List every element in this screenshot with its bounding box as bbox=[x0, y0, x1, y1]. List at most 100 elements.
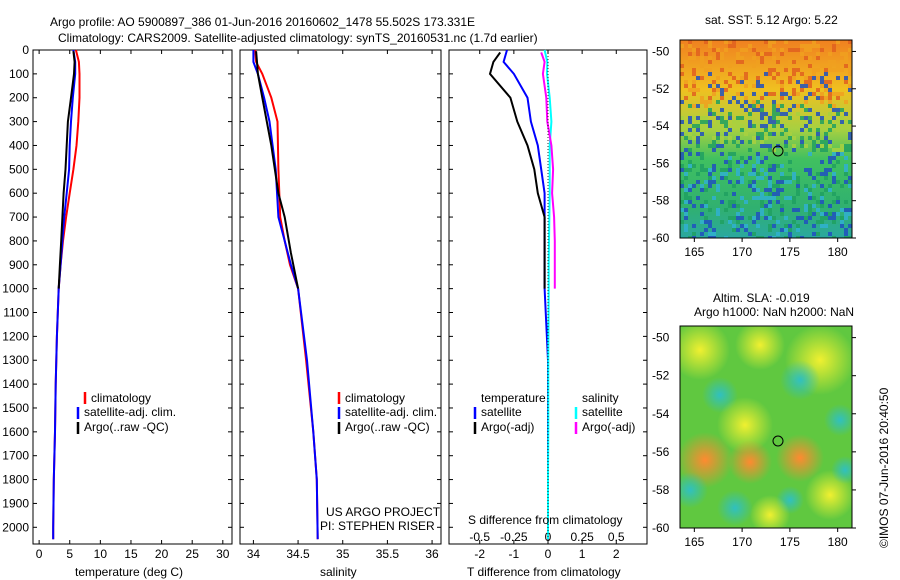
sst-pixel bbox=[832, 192, 836, 196]
sst-map-title: sat. SST: 5.12 Argo: 5.22 bbox=[705, 13, 838, 27]
sst-pixel bbox=[844, 60, 848, 64]
sst-pixel bbox=[692, 124, 696, 128]
sst-pixel bbox=[720, 152, 724, 156]
sst-pixel bbox=[704, 220, 708, 224]
sst-pixel bbox=[696, 124, 700, 128]
sst-pixel bbox=[696, 76, 700, 80]
sst-pixel bbox=[736, 216, 740, 220]
sst-pixel bbox=[756, 176, 760, 180]
sst-pixel bbox=[812, 92, 816, 96]
legend-label-s-argo: Argo(-adj) bbox=[582, 420, 635, 434]
sst-pixel bbox=[812, 132, 816, 136]
sst-pixel bbox=[820, 216, 824, 220]
sst-pixel bbox=[716, 76, 720, 80]
sst-pixel bbox=[832, 48, 836, 52]
sst-pixel bbox=[840, 148, 844, 152]
sst-pixel bbox=[804, 44, 808, 48]
sst-pixel bbox=[764, 72, 768, 76]
sst-pixel bbox=[840, 152, 844, 156]
sst-pixel bbox=[836, 212, 840, 216]
sst-pixel bbox=[760, 236, 764, 238]
sst-pixel bbox=[704, 40, 708, 44]
sst-pixel bbox=[820, 100, 824, 104]
sst-pixel bbox=[720, 120, 724, 124]
map-x-tick-label: 170 bbox=[732, 535, 752, 549]
sst-pixel bbox=[796, 112, 800, 116]
sst-pixel bbox=[708, 120, 712, 124]
sst-map-image bbox=[680, 40, 852, 238]
sst-pixel bbox=[720, 200, 724, 204]
sst-pixel bbox=[788, 180, 792, 184]
sst-pixel bbox=[816, 220, 820, 224]
sst-pixel bbox=[756, 100, 760, 104]
sst-pixel bbox=[732, 152, 736, 156]
sst-pixel bbox=[740, 216, 744, 220]
sst-pixel bbox=[832, 148, 836, 152]
map-y-tick-label: -50 bbox=[652, 331, 670, 345]
sst-pixel bbox=[732, 204, 736, 208]
sst-pixel bbox=[848, 224, 852, 228]
sst-pixel bbox=[848, 144, 852, 148]
sst-pixel bbox=[708, 108, 712, 112]
sst-pixel bbox=[736, 120, 740, 124]
sst-pixel bbox=[740, 128, 744, 132]
sst-pixel bbox=[760, 116, 764, 120]
sst-pixel bbox=[836, 200, 840, 204]
sst-pixel bbox=[844, 76, 848, 80]
sst-pixel bbox=[848, 180, 852, 184]
sst-pixel bbox=[772, 164, 776, 168]
sst-pixel bbox=[696, 128, 700, 132]
sla-anomaly-blob bbox=[680, 472, 708, 508]
sst-pixel bbox=[688, 40, 692, 44]
sst-pixel bbox=[760, 196, 764, 200]
sst-pixel bbox=[812, 212, 816, 216]
sst-pixel bbox=[804, 100, 808, 104]
sst-pixel bbox=[688, 188, 692, 192]
sst-pixel bbox=[788, 132, 792, 136]
sst-pixel bbox=[848, 72, 852, 76]
sst-pixel bbox=[828, 80, 832, 84]
map-y-tick-label: -54 bbox=[652, 407, 670, 421]
sst-pixel bbox=[728, 84, 732, 88]
sst-pixel bbox=[764, 40, 768, 44]
sst-pixel bbox=[724, 120, 728, 124]
sst-pixel bbox=[712, 112, 716, 116]
sst-pixel bbox=[796, 184, 800, 188]
y-tick-label: 500 bbox=[9, 162, 29, 176]
sst-pixel bbox=[840, 68, 844, 72]
sst-pixel bbox=[760, 140, 764, 144]
sst-pixel bbox=[772, 236, 776, 238]
sst-pixel bbox=[812, 196, 816, 200]
sst-pixel bbox=[708, 100, 712, 104]
sst-pixel bbox=[688, 148, 692, 152]
sst-pixel bbox=[796, 48, 800, 52]
sst-pixel bbox=[828, 216, 832, 220]
x-tick-label: -2 bbox=[474, 547, 485, 561]
sst-pixel bbox=[816, 76, 820, 80]
sst-pixel bbox=[756, 84, 760, 88]
sst-pixel bbox=[756, 196, 760, 200]
sst-pixel bbox=[784, 92, 788, 96]
sst-pixel bbox=[700, 124, 704, 128]
sst-pixel bbox=[800, 140, 804, 144]
sst-pixel bbox=[764, 196, 768, 200]
project-note: US ARGO PROJECT bbox=[326, 505, 441, 519]
sst-pixel bbox=[780, 52, 784, 56]
x-tick-label: -1 bbox=[509, 547, 520, 561]
sst-pixel bbox=[788, 76, 792, 80]
sst-pixel bbox=[812, 144, 816, 148]
sst-pixel bbox=[724, 140, 728, 144]
sst-pixel bbox=[824, 64, 828, 68]
sst-pixel bbox=[696, 104, 700, 108]
sst-pixel bbox=[716, 188, 720, 192]
sst-pixel bbox=[808, 64, 812, 68]
temperature-axes: 0 5 10 15 20 25 300100200300400500600700800900… bbox=[2, 43, 232, 561]
map-y-tick-label: -54 bbox=[652, 119, 670, 133]
sst-pixel bbox=[808, 192, 812, 196]
sst-pixel bbox=[728, 152, 732, 156]
sst-pixel bbox=[836, 96, 840, 100]
sst-pixel bbox=[732, 96, 736, 100]
x-tick-label: 10 bbox=[94, 547, 108, 561]
sst-pixel bbox=[744, 224, 748, 228]
sst-pixel bbox=[784, 64, 788, 68]
